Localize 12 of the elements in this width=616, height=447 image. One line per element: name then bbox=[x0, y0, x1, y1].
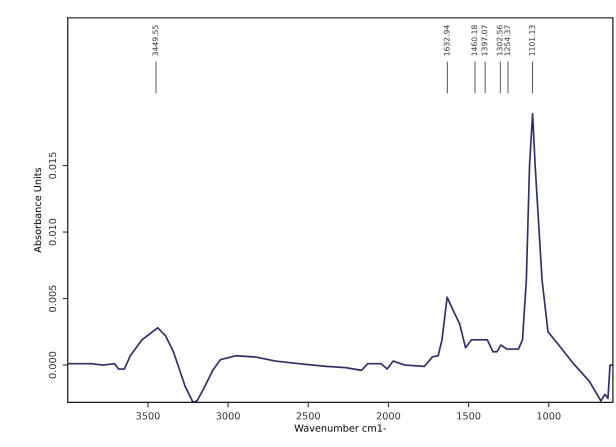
x-tick-label: 2500 bbox=[296, 412, 320, 420]
x-tick-label: 3000 bbox=[216, 412, 240, 420]
y-tick-label: 0.005 bbox=[48, 285, 56, 312]
x-tick-label: 1500 bbox=[457, 412, 480, 420]
y-tick-label: 0.000 bbox=[48, 352, 56, 378]
y-tick-label: 0.010 bbox=[48, 218, 56, 246]
x-tick-label: 1000 bbox=[537, 412, 561, 420]
x-axis-title: Wavenumber cm1- bbox=[294, 424, 386, 432]
x-tick-label: 3500 bbox=[136, 412, 160, 420]
x-tick-label: 2000 bbox=[376, 412, 400, 420]
y-tick-label: 0.015 bbox=[48, 152, 56, 179]
y-axis-title: Absorbance Units bbox=[34, 168, 42, 253]
